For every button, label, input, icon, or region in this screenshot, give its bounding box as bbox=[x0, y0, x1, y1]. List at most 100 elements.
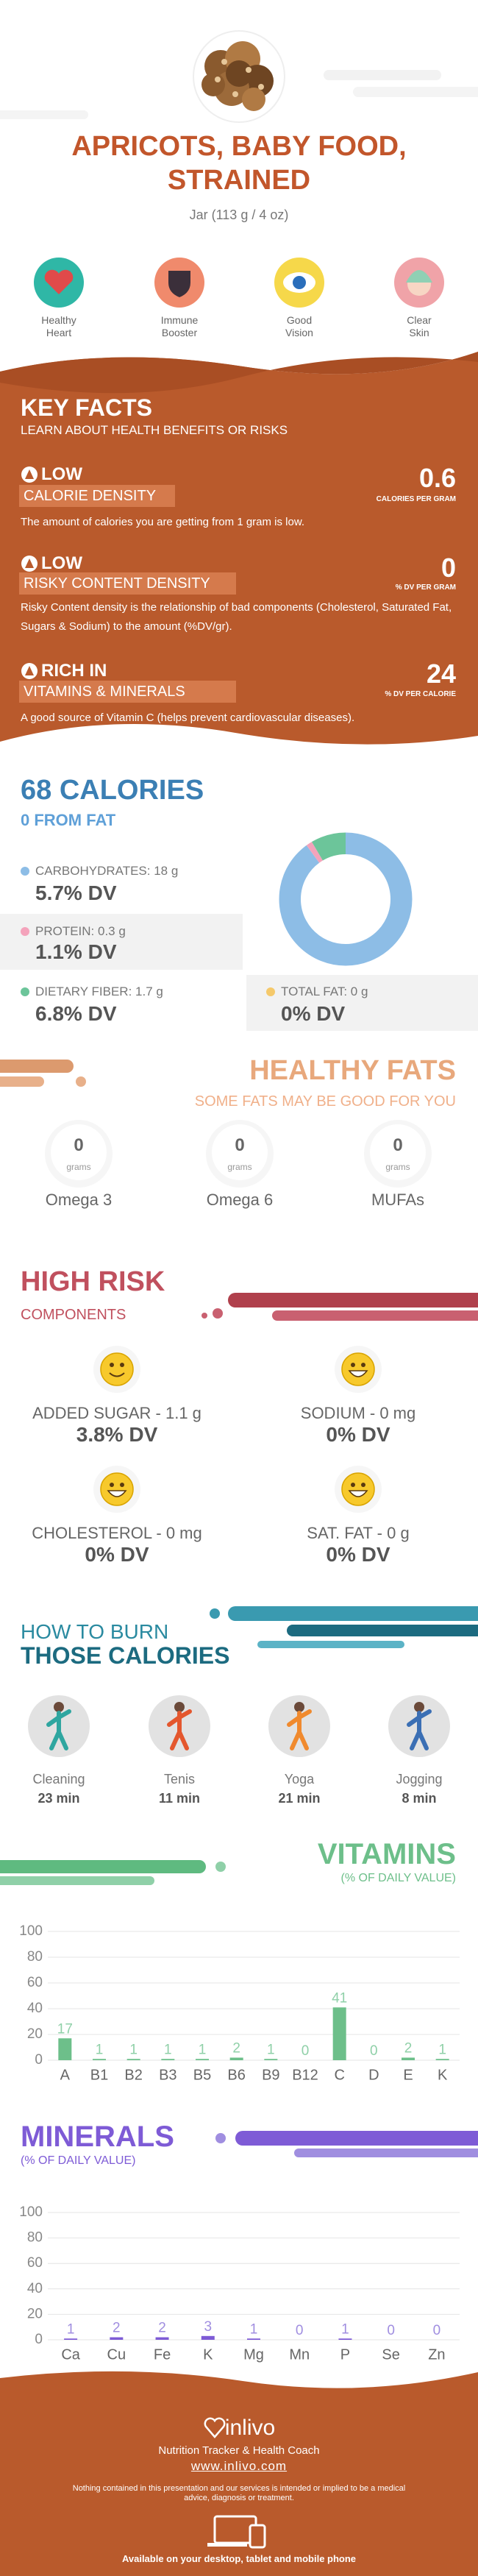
fact-name-box bbox=[19, 681, 236, 703]
section-title: THOSE CALORIES bbox=[21, 1642, 230, 1669]
fact-name: CALORIE DENSITY bbox=[24, 488, 157, 504]
x-tick-label: Mn bbox=[289, 2346, 310, 2363]
fat-circle bbox=[51, 1124, 107, 1180]
x-tick-label: Cu bbox=[107, 2346, 126, 2363]
risk-face bbox=[109, 1372, 125, 1377]
dv-label: 5.7% DV bbox=[35, 881, 117, 905]
section-subtitle: LEARN ABOUT HEALTH BENEFITS OR RISKS bbox=[21, 422, 288, 437]
risk-face bbox=[348, 1370, 368, 1377]
activity-time: 21 min bbox=[278, 1791, 321, 1806]
bar bbox=[155, 2337, 169, 2340]
bar bbox=[196, 2059, 209, 2060]
chart-title: MINERALS bbox=[21, 2121, 174, 2153]
activity-figure bbox=[167, 1709, 192, 1750]
fact-description: Risky Content density is the relationshi… bbox=[21, 601, 452, 633]
y-tick-label: 60 bbox=[27, 2255, 43, 2271]
y-tick-label: 40 bbox=[27, 2001, 43, 2016]
risk-face bbox=[120, 1363, 124, 1367]
y-tick-label: 60 bbox=[27, 1975, 43, 1990]
chart-title: VITAMINS bbox=[317, 1838, 456, 1870]
x-tick-label: A bbox=[60, 2067, 71, 2083]
value-label: 1 bbox=[199, 2042, 207, 2057]
risk-label: ADDED SUGAR - 1.1 g bbox=[32, 1403, 201, 1422]
x-tick-label: Ca bbox=[61, 2346, 80, 2363]
decor bbox=[228, 1293, 478, 1307]
bar bbox=[338, 2338, 352, 2340]
section-background bbox=[0, 352, 478, 745]
food-image bbox=[201, 73, 225, 96]
x-tick-label: E bbox=[403, 2067, 413, 2083]
legend-dot bbox=[21, 927, 29, 936]
fact-name: RISKY CONTENT DENSITY bbox=[24, 575, 210, 592]
donut-segment bbox=[311, 832, 346, 861]
risk-face bbox=[341, 1472, 375, 1506]
fat-name: Omega 3 bbox=[45, 1190, 113, 1209]
activity-figure bbox=[407, 1709, 432, 1750]
bar bbox=[229, 2057, 243, 2060]
decor bbox=[294, 2149, 478, 2157]
risk-face bbox=[100, 1352, 134, 1386]
x-tick-label: P bbox=[340, 2346, 350, 2363]
activity-figure bbox=[54, 1702, 64, 1712]
fact-value: 0.6 bbox=[418, 463, 456, 494]
value-label: 1 bbox=[438, 2042, 446, 2057]
bar bbox=[126, 2059, 140, 2060]
x-tick-label: B5 bbox=[193, 2067, 211, 2083]
risk-dv: 3.8% DV bbox=[76, 1423, 158, 1447]
fact-value: 0 bbox=[440, 553, 456, 583]
legend-label: DIETARY FIBER: 1.7 g bbox=[35, 984, 163, 998]
bar bbox=[435, 2059, 449, 2060]
y-tick-label: 80 bbox=[27, 1949, 43, 1965]
fact-name: VITAMINS & MINERALS bbox=[24, 684, 185, 700]
fat-unit: grams bbox=[66, 1161, 91, 1172]
value-label: 1 bbox=[164, 2042, 172, 2057]
section-subtitle: SOME FATS MAY BE GOOD FOR YOU bbox=[194, 1093, 456, 1110]
risk-label: CHOLESTEROL - 0 mg bbox=[32, 1523, 202, 1542]
activity-figure bbox=[414, 1702, 424, 1712]
benefit-label: Clear Skin bbox=[407, 314, 432, 338]
x-tick-label: Se bbox=[382, 2346, 399, 2363]
decor bbox=[235, 2131, 478, 2146]
legend-label: CARBOHYDRATES: 18 g bbox=[35, 863, 179, 878]
fact-description: A good source of Vitamin C (helps preven… bbox=[21, 712, 355, 724]
risk-face bbox=[348, 1490, 368, 1497]
fat-unit: grams bbox=[227, 1161, 252, 1172]
decor bbox=[201, 1313, 207, 1319]
value-label: 1 bbox=[267, 2042, 275, 2057]
brand: inlivo bbox=[224, 2416, 276, 2440]
x-tick-label: B3 bbox=[159, 2067, 176, 2083]
bar bbox=[201, 2335, 215, 2340]
y-tick-label: 100 bbox=[19, 1923, 43, 1939]
logo-heart bbox=[204, 2417, 226, 2438]
x-tick-label: Fe bbox=[154, 2346, 171, 2363]
fact-unit: CALORIES PER GRAM bbox=[376, 495, 456, 503]
bar bbox=[247, 2338, 260, 2340]
fact-icon bbox=[25, 469, 34, 479]
risk-dv: 0% DV bbox=[326, 1543, 390, 1566]
x-tick-label: B9 bbox=[262, 2067, 279, 2083]
x-tick-label: K bbox=[203, 2346, 213, 2363]
decor bbox=[76, 1076, 86, 1087]
fact-description: The amount of calories you are getting f… bbox=[21, 516, 305, 528]
activity-name: Yoga bbox=[284, 1772, 315, 1787]
x-tick-label: C bbox=[334, 2067, 344, 2083]
value-label: 0 bbox=[296, 2323, 304, 2338]
y-tick-label: 20 bbox=[27, 2306, 43, 2321]
risk-face bbox=[110, 1363, 114, 1367]
value-label: 41 bbox=[332, 1990, 347, 2006]
decor bbox=[0, 1860, 206, 1873]
x-tick-label: K bbox=[438, 2067, 448, 2083]
value-label: 1 bbox=[250, 2321, 258, 2337]
url: www.inlivo.com bbox=[190, 2458, 288, 2473]
fact-level: LOW bbox=[41, 553, 82, 573]
benefit-label: Healthy Heart bbox=[41, 314, 76, 338]
legend-dot bbox=[266, 987, 275, 996]
benefit-label: Immune Booster bbox=[160, 314, 199, 338]
value-label: 1 bbox=[341, 2321, 349, 2337]
macro-box bbox=[246, 975, 478, 1031]
risk-face bbox=[110, 1483, 114, 1487]
activity-name: Tenis bbox=[163, 1772, 196, 1787]
section-title: HEALTHY FATS bbox=[249, 1055, 456, 1087]
